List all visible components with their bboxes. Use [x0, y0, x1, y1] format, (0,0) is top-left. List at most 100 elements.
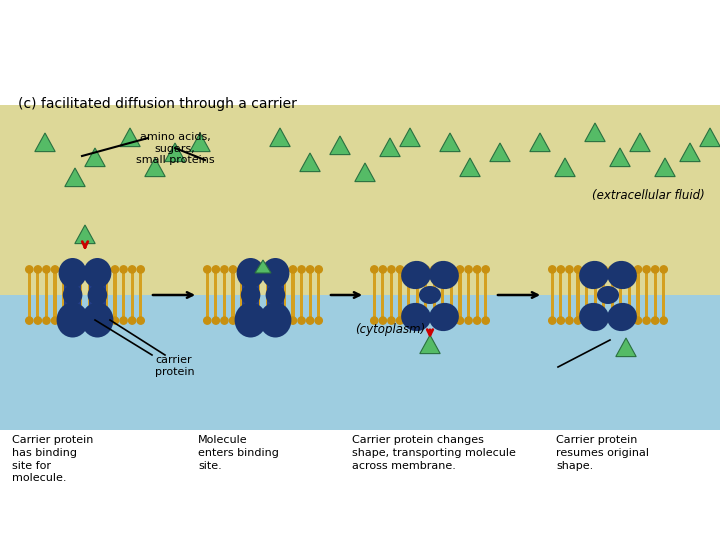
Ellipse shape [88, 285, 107, 305]
Polygon shape [75, 225, 95, 244]
Circle shape [474, 266, 481, 273]
Text: (c) facilitated diffusion through a carrier: (c) facilitated diffusion through a carr… [18, 97, 297, 111]
Bar [292, 295, 294, 317]
Bar [96, 273, 99, 295]
Circle shape [388, 266, 395, 273]
Circle shape [465, 266, 472, 273]
Circle shape [103, 317, 110, 324]
Circle shape [255, 317, 262, 324]
Polygon shape [680, 143, 701, 161]
Circle shape [246, 317, 253, 324]
Bar [433, 273, 436, 295]
Ellipse shape [401, 261, 431, 289]
Circle shape [35, 266, 42, 273]
Circle shape [557, 266, 564, 273]
Circle shape [289, 266, 297, 273]
Circle shape [238, 317, 246, 324]
Polygon shape [616, 338, 636, 356]
Bar [28, 295, 31, 317]
Circle shape [204, 266, 211, 273]
Bar [568, 295, 571, 317]
Ellipse shape [579, 303, 609, 331]
Polygon shape [35, 133, 55, 152]
Circle shape [246, 266, 253, 273]
Bar [215, 273, 217, 295]
Bar [122, 295, 125, 317]
Circle shape [431, 317, 438, 324]
Bar [662, 273, 665, 295]
Circle shape [397, 317, 404, 324]
Circle shape [120, 317, 127, 324]
Circle shape [112, 266, 119, 273]
Circle shape [456, 266, 464, 273]
Polygon shape [610, 148, 630, 167]
Polygon shape [120, 128, 140, 146]
Bar [467, 273, 470, 295]
Circle shape [634, 266, 642, 273]
Bar [568, 273, 571, 295]
Bar [619, 273, 622, 295]
Ellipse shape [261, 258, 289, 288]
Bar [585, 273, 588, 295]
Circle shape [405, 266, 412, 273]
Bar [433, 295, 436, 317]
Circle shape [289, 317, 297, 324]
Bar [64, 283, 81, 307]
Bar [415, 273, 419, 295]
Circle shape [431, 266, 438, 273]
Polygon shape [65, 168, 85, 187]
Ellipse shape [237, 258, 265, 288]
Polygon shape [400, 128, 420, 146]
Polygon shape [440, 133, 460, 152]
Polygon shape [330, 136, 350, 154]
Circle shape [204, 317, 211, 324]
Text: Carrier protein
resumes original
shape.: Carrier protein resumes original shape. [556, 435, 649, 470]
Circle shape [26, 266, 33, 273]
Bar [390, 273, 393, 295]
Circle shape [230, 266, 237, 273]
Bar [300, 273, 303, 295]
Bar [662, 295, 665, 317]
Bar [206, 273, 209, 295]
Circle shape [643, 317, 650, 324]
Circle shape [315, 266, 323, 273]
Circle shape [42, 317, 50, 324]
Bar [206, 295, 209, 317]
Circle shape [221, 266, 228, 273]
Circle shape [371, 266, 378, 273]
Ellipse shape [84, 258, 112, 288]
Bar [476, 295, 479, 317]
Circle shape [482, 266, 490, 273]
Bar [96, 295, 99, 317]
Circle shape [549, 317, 556, 324]
Text: (extracellular fluid): (extracellular fluid) [593, 188, 705, 201]
Bar [130, 295, 134, 317]
Bar [645, 273, 648, 295]
Bar [602, 295, 606, 317]
Circle shape [60, 317, 67, 324]
Bar [266, 273, 269, 295]
Circle shape [137, 266, 144, 273]
Bar [248, 273, 252, 295]
Circle shape [86, 266, 93, 273]
Bar [139, 273, 143, 295]
Circle shape [212, 317, 220, 324]
Circle shape [626, 317, 633, 324]
Ellipse shape [429, 303, 459, 331]
Polygon shape [530, 133, 550, 152]
Circle shape [129, 266, 136, 273]
Circle shape [456, 317, 464, 324]
Circle shape [439, 317, 446, 324]
Circle shape [397, 266, 404, 273]
Circle shape [51, 266, 58, 273]
Bar [476, 273, 479, 295]
Bar [628, 295, 631, 317]
Bar [242, 283, 259, 307]
Circle shape [439, 266, 446, 273]
Circle shape [608, 317, 616, 324]
Text: amino acids,
sugars,
small proteins: amino acids, sugars, small proteins [135, 132, 215, 165]
Circle shape [272, 266, 279, 273]
Bar [62, 295, 65, 317]
Bar [602, 273, 606, 295]
Bar [114, 295, 117, 317]
